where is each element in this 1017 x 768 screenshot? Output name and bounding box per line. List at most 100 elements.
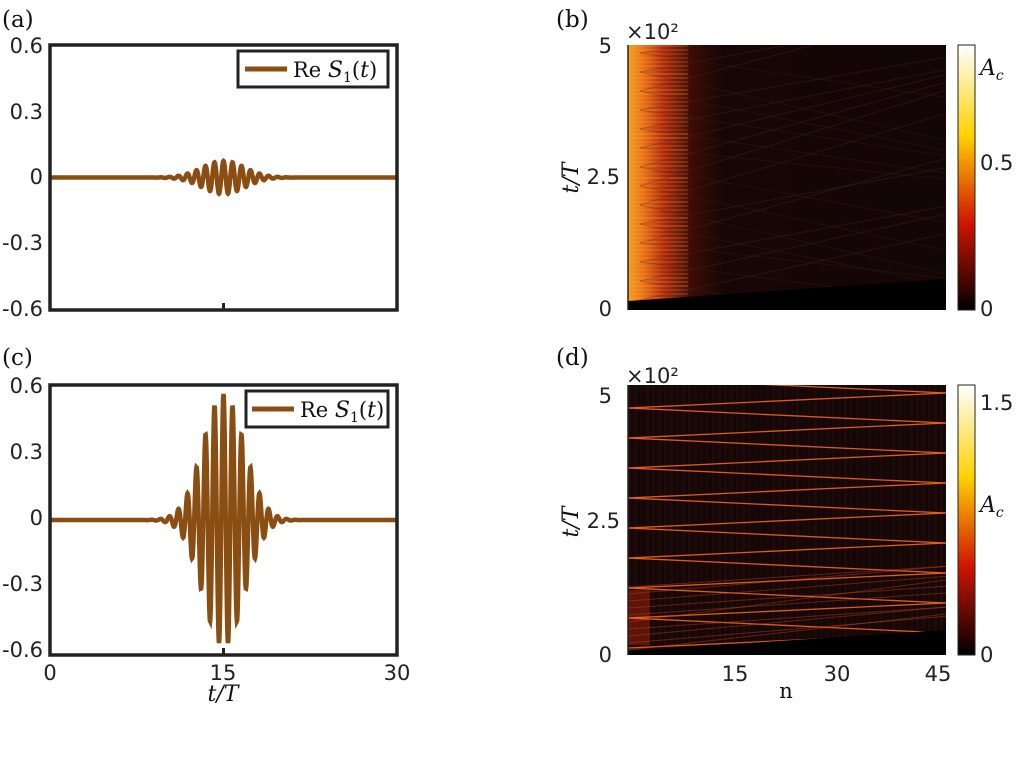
heatmap-column <box>844 385 847 655</box>
heatmap-ray <box>639 109 946 157</box>
heatmap-band <box>628 297 688 299</box>
panel-d-colorbar-label-mid: Ac <box>978 493 1004 521</box>
heatmap-band <box>628 209 688 211</box>
panel-b-heatmap-rays <box>639 45 946 310</box>
panel-d-ylabel: t/T <box>559 504 584 537</box>
panel-b-heatmap-stripes <box>628 45 688 299</box>
heatmap-band <box>628 261 688 263</box>
heatmap-band <box>628 253 688 255</box>
heatmap-column <box>652 385 655 655</box>
panel-d: 5 2.5 0 ×10² t/T 15 30 45 n 1.5 Ac 0 <box>559 364 1013 703</box>
heatmap-ray <box>628 613 946 651</box>
heatmap-ray <box>628 602 946 619</box>
heatmap-band <box>628 89 688 91</box>
heatmap-column <box>772 385 775 655</box>
heatmap-ray <box>639 147 946 180</box>
heatmap-column <box>634 385 637 655</box>
heatmap-column <box>718 385 721 655</box>
heatmap-ray <box>628 572 946 589</box>
heatmap-column <box>928 385 931 655</box>
panel-b-heatmap-base <box>628 45 946 310</box>
panel-b-ylabel: t/T <box>559 160 584 193</box>
heatmap-band <box>628 105 688 107</box>
panel-c-ytick-label: 0 <box>30 506 43 530</box>
heatmap-band <box>628 189 688 191</box>
heatmap-column <box>868 385 871 655</box>
panel-d-ytick-label: 0 <box>599 643 612 667</box>
heatmap-band <box>628 249 688 251</box>
panel-d-initial-black-region <box>628 630 946 655</box>
panel-label-d: (d) <box>556 345 589 371</box>
heatmap-ray <box>628 565 946 588</box>
heatmap-band <box>628 285 688 287</box>
panel-b-colorbar-label-min: 0 <box>980 297 993 321</box>
heatmap-column <box>826 385 829 655</box>
panel-a-ytick-label: 0.3 <box>10 100 43 124</box>
heatmap-ray <box>628 585 946 609</box>
heatmap-column <box>778 385 781 655</box>
panel-label-c: (c) <box>2 345 33 371</box>
heatmap-band <box>628 53 688 55</box>
heatmap-ray <box>639 45 816 92</box>
panel-c-signal-line <box>50 393 397 644</box>
heatmap-band <box>628 45 688 47</box>
heatmap-column <box>910 385 913 655</box>
heatmap-column <box>886 385 889 655</box>
panel-d-colorbar: 1.5 Ac 0 <box>957 384 1013 667</box>
heatmap-band <box>628 113 688 115</box>
heatmap-band <box>628 197 688 199</box>
panel-c-ytick-label: 0.3 <box>10 440 43 464</box>
panel-a-ytick-label: -0.3 <box>2 231 43 255</box>
heatmap-column <box>700 385 703 655</box>
panel-d-ytick-label: 5 <box>599 384 612 408</box>
panel-c-legend: Re S1(t) <box>244 389 390 429</box>
panel-d-colorbar-bar <box>957 384 976 656</box>
panel-a-signal-line <box>50 157 397 197</box>
heatmap-band <box>628 221 688 223</box>
heatmap-ray <box>628 579 946 623</box>
heatmap-column <box>832 385 835 655</box>
heatmap-column <box>730 385 733 655</box>
panel-b-colorbar-bar <box>957 44 976 311</box>
panel-c-xtick-label: 0 <box>43 661 56 685</box>
heatmap-band <box>628 293 688 295</box>
heatmap-band <box>628 157 688 159</box>
heatmap-column <box>922 385 925 655</box>
heatmap-band <box>628 277 688 279</box>
panel-d-heatmap-rays <box>628 385 946 651</box>
heatmap-ray <box>639 74 946 149</box>
heatmap-band <box>628 69 688 71</box>
panel-a-legend: Re S1(t) <box>236 49 390 89</box>
heatmap-band <box>628 245 688 247</box>
panel-b-colorbar-label-mid: 0.5 <box>980 151 1013 175</box>
heatmap-ray <box>628 617 946 634</box>
heatmap-column <box>676 385 679 655</box>
heatmap-column <box>724 385 727 655</box>
heatmap-ray <box>762 385 946 394</box>
heatmap-ray <box>639 89 946 187</box>
heatmap-band <box>628 61 688 63</box>
heatmap-band <box>628 185 688 187</box>
heatmap-ray <box>639 223 946 286</box>
heatmap-column <box>646 385 649 655</box>
heatmap-ray <box>628 587 946 604</box>
heatmap-band <box>628 225 688 227</box>
heatmap-ray <box>628 467 946 484</box>
panel-b-y-multiplier: ×10² <box>626 20 679 44</box>
panel-label-a: (a) <box>2 7 34 33</box>
heatmap-column <box>874 385 877 655</box>
heatmap-band <box>628 273 688 275</box>
heatmap-column <box>904 385 907 655</box>
heatmap-band <box>628 65 688 67</box>
panel-c-ytick-label: -0.6 <box>2 638 43 662</box>
heatmap-column <box>682 385 685 655</box>
heatmap-ray <box>639 213 946 282</box>
heatmap-column <box>850 385 853 655</box>
heatmap-column <box>694 385 697 655</box>
panel-a-ytick-label: -0.6 <box>2 297 43 321</box>
heatmap-column <box>712 385 715 655</box>
heatmap-ray <box>639 52 946 98</box>
heatmap-band <box>628 289 688 291</box>
heatmap-ray <box>639 204 946 275</box>
heatmap-band <box>628 109 688 111</box>
